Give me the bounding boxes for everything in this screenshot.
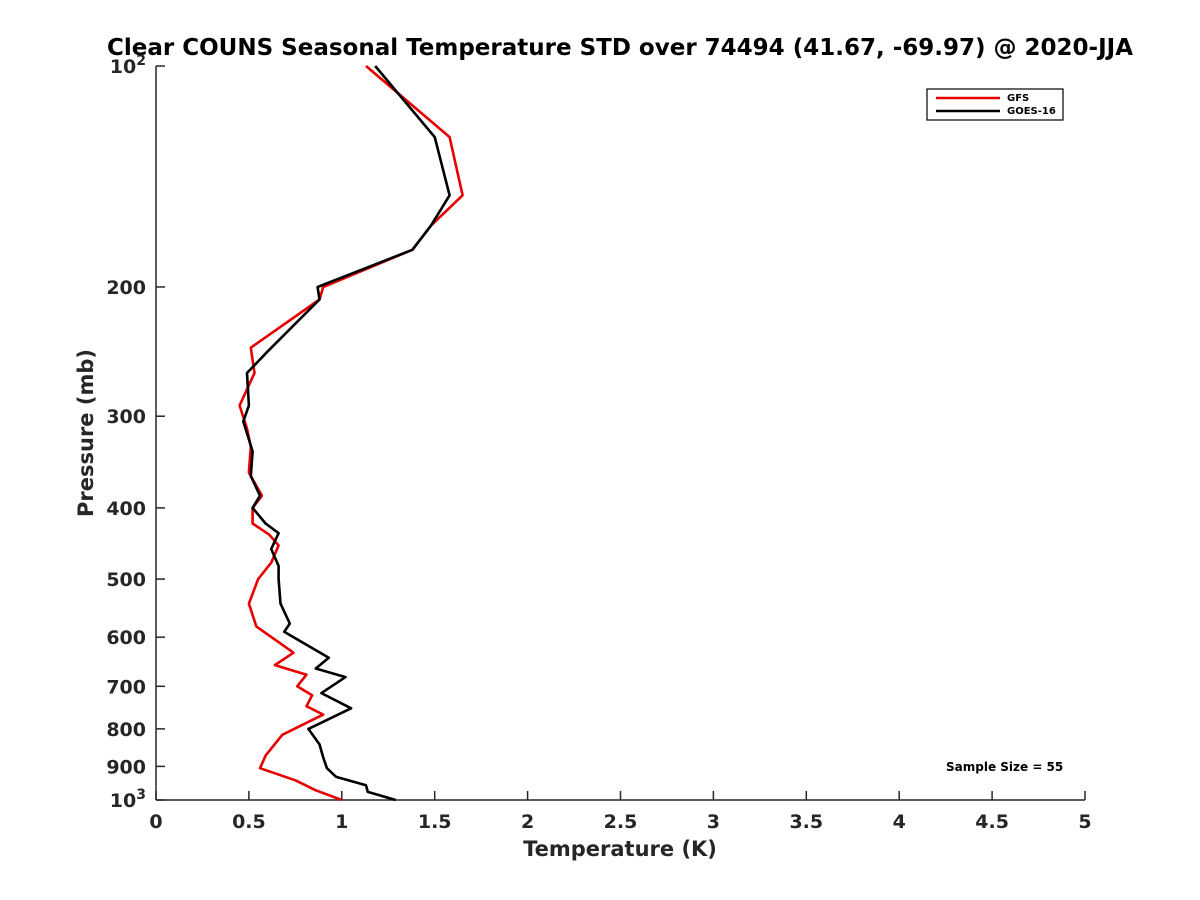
x-tick-label: 1 [335,811,348,833]
x-tick-label: 4.5 [975,811,1009,833]
x-ticks: 0 0.5 1 1.5 2 2.5 3 3.5 4 4.5 5 [149,791,1092,833]
x-tick-label: 0 [149,811,162,833]
y-ticks: 102 200 300 400 500 600 700 800 900 103 [106,53,165,812]
x-tick-label: 2.5 [604,811,638,833]
y-tick-label: 500 [106,569,146,591]
x-tick-label: 4 [893,811,906,833]
x-axis-label: Temperature (K) [523,837,717,861]
x-tick-label: 2 [521,811,534,833]
series-line-goes-16 [242,65,451,802]
y-tick-label: 800 [106,719,146,741]
y-tick-label: 103 [110,787,146,812]
legend-box [926,88,1064,121]
series-lines [238,65,464,802]
sample-size-annotation: Sample Size = 55 [946,760,1063,774]
y-tick-label: 400 [106,498,146,520]
plot-area: 0 0.5 1 1.5 2 2.5 3 3.5 4 4.5 5 102 200 300 400 500 600… [106,53,1091,833]
y-axis-label: Pressure (mb) [74,349,98,517]
chart-title: Clear COUNS Seasonal Temperature STD ove… [107,35,1133,61]
y-tick-label: 300 [106,406,146,428]
legend: GFS GOES-16 [926,88,1064,121]
y-tick-label: 900 [106,756,146,778]
series-line-gfs [238,65,464,802]
y-tick-label: 700 [106,676,146,698]
y-tick-label: 200 [106,277,146,299]
legend-label-gfs: GFS [1007,93,1029,104]
legend-label-goes16: GOES-16 [1007,106,1056,117]
y-tick-label: 102 [110,53,146,78]
y-tick-label: 600 [106,627,146,649]
x-tick-label: 5 [1078,811,1091,833]
x-tick-label: 1.5 [418,811,452,833]
x-tick-label: 3 [707,811,720,833]
x-tick-label: 3.5 [789,811,823,833]
x-tick-label: 0.5 [232,811,266,833]
